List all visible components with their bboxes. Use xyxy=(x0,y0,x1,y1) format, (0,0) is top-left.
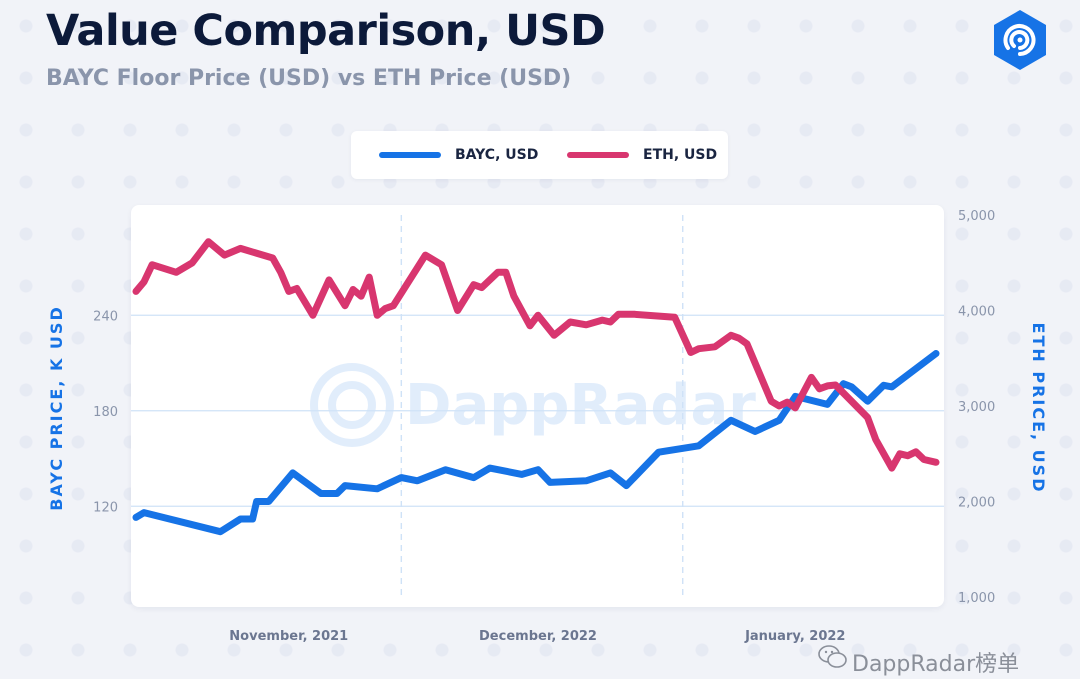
y-left-tick-label: 180 xyxy=(93,405,118,420)
legend-swatch-eth xyxy=(567,152,629,158)
y-left-axis-title: BAYC PRICE, K USD xyxy=(47,305,66,510)
chart-panel xyxy=(131,205,944,607)
series-line-bayc xyxy=(132,350,940,536)
legend-item-bayc: BAYC, USD xyxy=(379,131,538,179)
series-line-eth xyxy=(132,238,940,472)
x-tick-label: December, 2022 xyxy=(479,629,597,644)
y-right-axis-title: ETH PRICE, USD xyxy=(1029,323,1048,494)
x-tick-label: November, 2021 xyxy=(229,629,348,644)
y-left-tick-label: 240 xyxy=(93,309,118,324)
legend-label-eth: ETH, USD xyxy=(643,147,718,163)
chart-watermark: DappRadar xyxy=(310,363,756,447)
page-subtitle: BAYC Floor Price (USD) vs ETH Price (USD… xyxy=(46,66,572,91)
dappradar-logo-icon xyxy=(994,10,1046,70)
y-right-tick-label: 5,000 xyxy=(958,209,995,224)
page-title: Value Comparison, USD xyxy=(46,6,606,56)
y-right-tick-label: 1,000 xyxy=(958,591,995,606)
legend-item-eth: ETH, USD xyxy=(567,131,717,179)
y-right-tick-label: 4,000 xyxy=(958,305,995,320)
wechat-icon xyxy=(818,645,847,668)
legend-swatch-bayc xyxy=(379,152,441,158)
legend-label-bayc: BAYC, USD xyxy=(455,147,539,163)
y-right-tick-label: 3,000 xyxy=(958,400,995,415)
watermark-corner-text: DappRadar榜单 xyxy=(852,652,1020,677)
chart-legend: BAYC, USD ETH, USD xyxy=(351,131,728,179)
y-left-tick-label: 120 xyxy=(93,500,118,515)
x-tick-label: January, 2022 xyxy=(744,629,845,644)
watermark-text: DappRadar xyxy=(405,373,756,438)
y-right-tick-label: 2,000 xyxy=(958,496,995,511)
